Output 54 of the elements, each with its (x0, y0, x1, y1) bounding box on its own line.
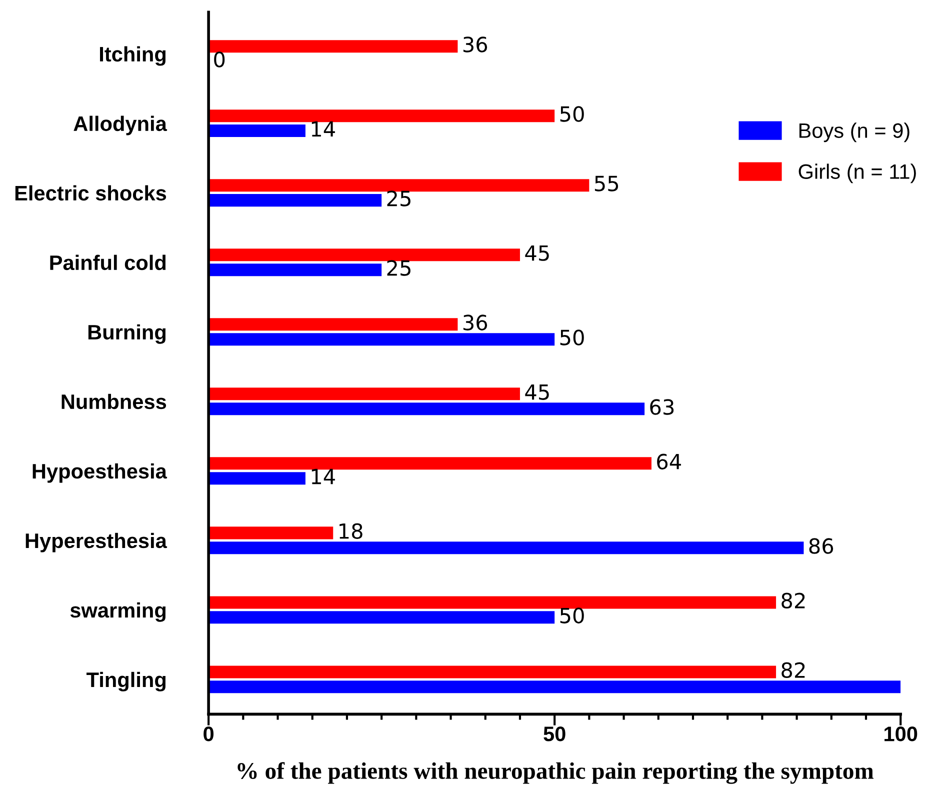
data-label: 50 (560, 608, 584, 624)
legend-label: Girls (n = 11) (798, 164, 916, 184)
y-tick-label: Itching (100, 46, 166, 66)
bar (208, 457, 652, 470)
data-label: 45 (525, 245, 549, 261)
y-tick-label: swarming (70, 602, 166, 622)
y-tick-label: Burning (88, 324, 166, 344)
bar (208, 248, 520, 262)
data-label: 25 (387, 190, 410, 206)
bar (208, 194, 382, 207)
bar (208, 388, 520, 400)
bar (208, 526, 334, 540)
x-tick-label: 0 (204, 726, 214, 742)
data-label: 55 (594, 176, 618, 192)
y-tick-label: Allodynia (74, 116, 168, 136)
y-tick-label: Numbness (62, 394, 166, 410)
y-tick-label: Hypoesthesia (32, 463, 168, 483)
data-label: 36 (463, 36, 488, 52)
bar (208, 611, 555, 624)
bar (208, 472, 306, 485)
bar (208, 542, 804, 554)
data-label: 50 (560, 330, 584, 346)
bar (208, 596, 776, 609)
data-label: 18 (340, 523, 362, 539)
bar (208, 318, 458, 331)
legend-label: Boys (n = 9) (799, 122, 910, 142)
y-tick-label: Tingling (86, 672, 166, 692)
data-label: 64 (657, 454, 681, 470)
data-label: 82 (782, 662, 805, 678)
x-tick-label: 50 (544, 726, 566, 742)
y-tick-label: Hyperesthesia (26, 532, 168, 552)
data-label: 45 (525, 384, 549, 400)
bar (208, 40, 458, 53)
x-axis-title: % of the patients with neuropathic pain reporting the symptom (238, 762, 874, 784)
bar (208, 333, 555, 346)
data-label: 14 (312, 121, 335, 137)
bar (208, 124, 306, 138)
data-label: 63 (650, 399, 674, 415)
y-tick-label: Electric shocks (15, 185, 166, 201)
data-label: 25 (387, 260, 410, 276)
bar (208, 666, 776, 678)
bar (208, 110, 555, 122)
bar (208, 264, 382, 276)
x-tick-label: 100 (884, 726, 918, 742)
data-label: 82 (782, 592, 805, 608)
y-tick-label: Painful cold (50, 254, 166, 270)
data-label: 36 (463, 314, 488, 330)
bar (208, 680, 901, 694)
data-label: 0 (214, 52, 225, 68)
data-label: 50 (560, 106, 584, 122)
data-label: 14 (312, 468, 335, 484)
data-label: 86 (809, 538, 834, 554)
bar (208, 179, 590, 192)
bar (208, 402, 645, 416)
